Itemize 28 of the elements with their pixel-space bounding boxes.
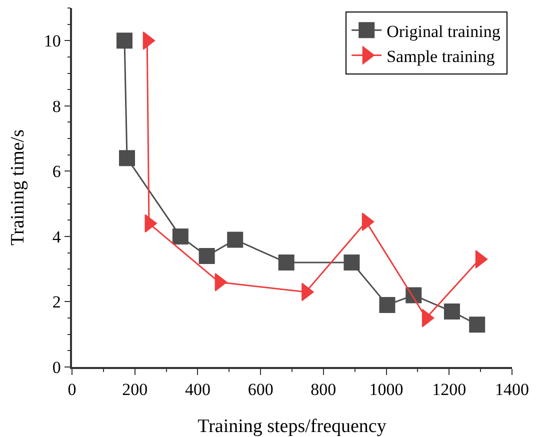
point — [344, 254, 360, 271]
point — [379, 296, 396, 313]
x-tick-label: 800 — [310, 380, 336, 400]
point — [469, 316, 486, 333]
point — [198, 248, 215, 264]
y-tick-label: 6 — [52, 162, 61, 182]
x-tick-label: 1000 — [369, 380, 404, 400]
y-axis-title: Training time/s — [8, 130, 28, 246]
x-tick-label: 1400 — [495, 380, 529, 400]
x-axis-title: Training steps/frequency — [198, 416, 387, 437]
point — [172, 228, 188, 244]
x-tick-label: 600 — [248, 380, 274, 400]
x-tick-label: 200 — [122, 380, 148, 400]
point — [227, 232, 244, 248]
point — [116, 32, 132, 49]
point — [444, 304, 460, 320]
point — [278, 254, 294, 271]
point — [119, 150, 135, 166]
y-tick-label: 2 — [52, 292, 61, 312]
y-tick-label: 4 — [52, 227, 62, 246]
y-tick-label: 10 — [44, 32, 61, 51]
y-tick-label: 8 — [52, 96, 61, 116]
y-tick-label: 0 — [52, 358, 61, 377]
x-tick-label: 1200 — [432, 380, 466, 400]
x-tick-label: 400 — [184, 380, 210, 400]
x-tick-label: 0 — [68, 380, 76, 400]
legend-label: Original training — [386, 22, 501, 41]
legend-label: Sample training — [386, 46, 496, 66]
